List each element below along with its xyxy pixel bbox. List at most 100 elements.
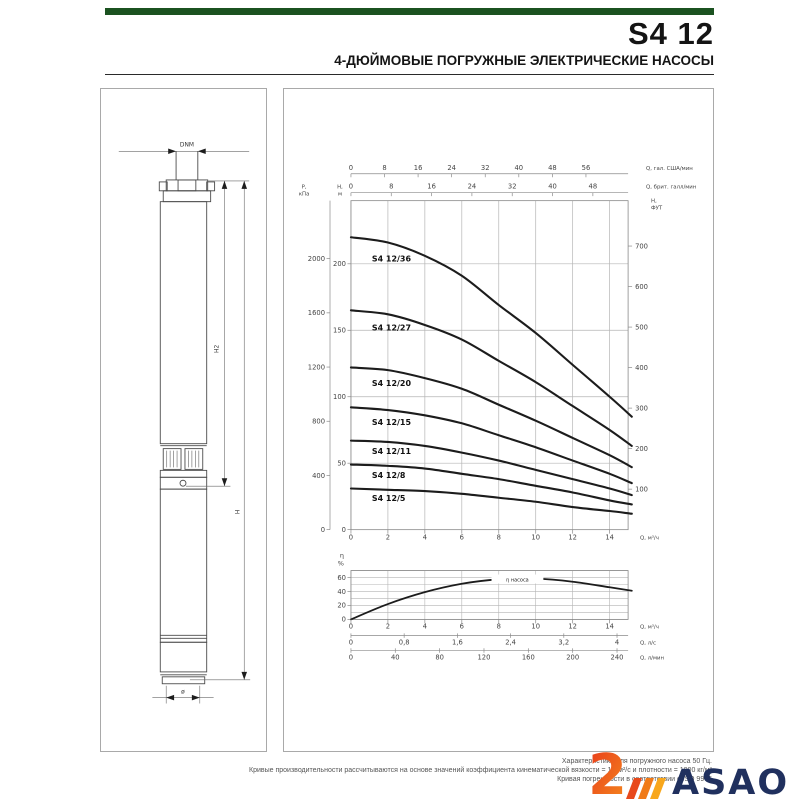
svg-text:20: 20 bbox=[337, 602, 346, 610]
brand-logo: 2 ASAO bbox=[588, 744, 800, 800]
svg-text:700: 700 bbox=[635, 242, 648, 250]
svg-text:120: 120 bbox=[478, 653, 491, 661]
curve-S4-12-11: S4 12/11 bbox=[349, 439, 633, 497]
svg-text:8: 8 bbox=[382, 164, 386, 172]
dnm-label: DNM bbox=[180, 142, 194, 148]
svg-text:16: 16 bbox=[427, 183, 436, 191]
svg-text:0: 0 bbox=[349, 164, 353, 172]
curve-S4-12-36: S4 12/36 bbox=[349, 236, 633, 418]
svg-text:кПа: кПа bbox=[299, 192, 310, 198]
logo-stripe bbox=[650, 778, 666, 799]
logo-stripe bbox=[638, 778, 654, 799]
svg-text:150: 150 bbox=[333, 327, 346, 335]
svg-text:Q, брит. галл/мин: Q, брит. галл/мин bbox=[646, 185, 697, 191]
svg-text:14: 14 bbox=[605, 622, 614, 630]
page-subtitle: 4-ДЮЙМОВЫЕ ПОГРУЖНЫЕ ЭЛЕКТРИЧЕСКИЕ НАСОС… bbox=[334, 53, 714, 68]
page-title: S4 12 bbox=[627, 16, 714, 51]
svg-text:3,2: 3,2 bbox=[558, 638, 569, 646]
svg-text:48: 48 bbox=[548, 164, 557, 172]
svg-text:2,4: 2,4 bbox=[505, 638, 516, 646]
motor-body bbox=[159, 488, 208, 643]
svg-text:60: 60 bbox=[337, 574, 346, 582]
svg-text:200: 200 bbox=[635, 445, 648, 453]
svg-text:P,: P, bbox=[302, 185, 307, 191]
svg-text:S4 12/36: S4 12/36 bbox=[372, 254, 412, 263]
curve-S4-12-15: S4 12/15 bbox=[349, 406, 633, 485]
svg-text:10: 10 bbox=[531, 534, 540, 542]
svg-text:S4 12/8: S4 12/8 bbox=[372, 471, 406, 480]
logo-wordmark: ASAO bbox=[672, 763, 789, 800]
svg-text:0: 0 bbox=[349, 183, 353, 191]
svg-text:S4 12/27: S4 12/27 bbox=[372, 323, 411, 332]
svg-text:1600: 1600 bbox=[308, 309, 325, 317]
svg-text:200: 200 bbox=[333, 260, 346, 268]
header-accent-bar bbox=[105, 8, 714, 15]
svg-text:H,: H, bbox=[651, 199, 657, 205]
svg-text:0: 0 bbox=[321, 526, 325, 534]
svg-text:S4 12/15: S4 12/15 bbox=[372, 418, 411, 427]
logo-stripe bbox=[626, 778, 642, 799]
svg-text:6: 6 bbox=[460, 622, 464, 630]
svg-text:4: 4 bbox=[423, 534, 427, 542]
svg-text:4: 4 bbox=[423, 622, 427, 630]
svg-text:40: 40 bbox=[548, 183, 557, 191]
svg-text:1,6: 1,6 bbox=[452, 638, 463, 646]
svg-text:32: 32 bbox=[508, 183, 517, 191]
svg-text:8: 8 bbox=[497, 534, 501, 542]
svg-text:H,: H, bbox=[337, 185, 343, 191]
svg-text:14: 14 bbox=[605, 534, 614, 542]
pump-body bbox=[159, 201, 208, 445]
svg-text:24: 24 bbox=[447, 164, 456, 172]
svg-text:500: 500 bbox=[635, 323, 648, 331]
svg-text:0: 0 bbox=[342, 526, 346, 534]
svg-text:800: 800 bbox=[312, 418, 325, 426]
svg-text:Q, м³/ч: Q, м³/ч bbox=[640, 623, 659, 630]
svg-text:м: м bbox=[338, 192, 342, 198]
svg-text:50: 50 bbox=[337, 459, 346, 467]
svg-text:40: 40 bbox=[515, 164, 524, 172]
svg-text:η: η bbox=[340, 552, 344, 560]
svg-text:0: 0 bbox=[349, 653, 353, 661]
svg-text:ФУТ: ФУТ bbox=[651, 206, 663, 212]
pump-outline-drawing: DNM bbox=[118, 142, 251, 704]
svg-text:S4 12/11: S4 12/11 bbox=[372, 447, 411, 456]
svg-text:0: 0 bbox=[349, 534, 353, 542]
svg-text:200: 200 bbox=[566, 653, 579, 661]
svg-text:400: 400 bbox=[312, 472, 325, 480]
footer-note: Характеристики для погружного насоса 50 … bbox=[561, 758, 712, 765]
suction-screen bbox=[162, 448, 182, 470]
curve-S4-12-20: S4 12/20 bbox=[349, 366, 633, 469]
diameter-label: ø bbox=[181, 690, 185, 696]
svg-text:2000: 2000 bbox=[308, 255, 325, 263]
svg-text:100: 100 bbox=[333, 393, 346, 401]
curve-S4-12-5: S4 12/5 bbox=[349, 487, 633, 515]
cable-guard-hole bbox=[179, 479, 187, 487]
svg-text:16: 16 bbox=[414, 164, 423, 172]
svg-text:Q, л/с: Q, л/с bbox=[640, 640, 656, 646]
svg-text:8: 8 bbox=[497, 622, 501, 630]
h-label: H bbox=[235, 510, 241, 514]
svg-text:Q, л/мин: Q, л/мин bbox=[640, 655, 664, 661]
svg-text:12: 12 bbox=[568, 622, 577, 630]
curve-S4-12-8: S4 12/8 bbox=[349, 463, 633, 506]
svg-text:S4 12/20: S4 12/20 bbox=[372, 379, 412, 388]
svg-text:40: 40 bbox=[337, 588, 346, 596]
svg-text:10: 10 bbox=[531, 622, 540, 630]
svg-text:0,8: 0,8 bbox=[399, 638, 410, 646]
svg-text:32: 32 bbox=[481, 164, 490, 172]
curve-S4-12-27: S4 12/27 bbox=[349, 309, 633, 447]
svg-text:S4 12/5: S4 12/5 bbox=[372, 494, 406, 503]
svg-text:24: 24 bbox=[468, 183, 477, 191]
svg-text:80: 80 bbox=[435, 653, 444, 661]
pump-discharge-head bbox=[165, 179, 209, 192]
svg-text:0: 0 bbox=[349, 638, 353, 646]
svg-text:400: 400 bbox=[635, 364, 648, 372]
svg-text:η насоса: η насоса bbox=[506, 578, 529, 584]
svg-text:Q, гал. США/мин: Q, гал. США/мин bbox=[646, 166, 693, 172]
svg-text:100: 100 bbox=[635, 485, 648, 493]
svg-text:300: 300 bbox=[635, 404, 648, 412]
